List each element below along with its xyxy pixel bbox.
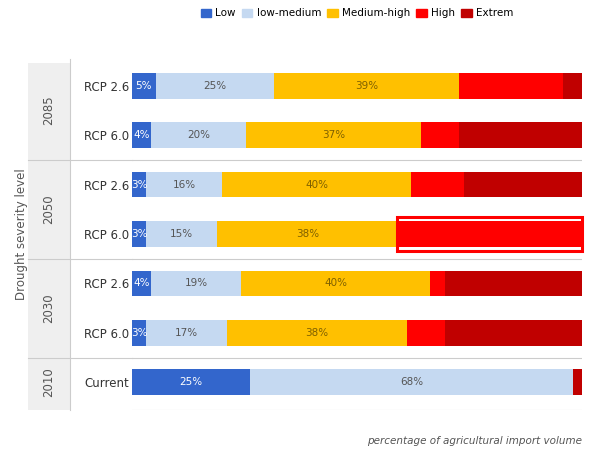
Bar (151, 270, 241, 296)
Bar (274, 73, 459, 99)
Bar (397, 221, 600, 247)
Text: 20%: 20% (187, 130, 210, 140)
Text: 38%: 38% (296, 229, 319, 239)
Y-axis label: Drought severity level: Drought severity level (16, 168, 28, 300)
Bar (132, 320, 146, 346)
Bar (464, 172, 600, 198)
Bar (250, 369, 572, 395)
Text: 39%: 39% (355, 81, 378, 91)
Bar (407, 320, 445, 346)
Bar (459, 122, 600, 148)
Text: 3%: 3% (131, 180, 148, 189)
Text: 5%: 5% (136, 81, 152, 91)
Text: 40%: 40% (324, 279, 347, 288)
Bar (445, 320, 600, 346)
Bar (132, 172, 146, 198)
Text: 3%: 3% (131, 328, 148, 338)
Text: 2010: 2010 (43, 368, 56, 397)
Bar (459, 73, 563, 99)
Text: 68%: 68% (400, 377, 423, 387)
Text: percentage of agricultural import volume: percentage of agricultural import volume (367, 436, 582, 446)
Bar (421, 122, 459, 148)
Bar (132, 369, 250, 395)
Text: 3%: 3% (131, 229, 148, 239)
Text: 37%: 37% (322, 130, 345, 140)
Bar (222, 172, 412, 198)
Text: 4%: 4% (133, 130, 150, 140)
Bar (146, 221, 217, 247)
Bar (430, 270, 445, 296)
Bar (155, 73, 274, 99)
Legend: Low, low-medium, Medium-high, High, Extrem: Low, low-medium, Medium-high, High, Extr… (197, 4, 517, 22)
Bar (412, 172, 464, 198)
Text: 16%: 16% (173, 180, 196, 189)
Bar (146, 320, 227, 346)
Text: 38%: 38% (305, 328, 328, 338)
Bar (445, 270, 600, 296)
Text: 4%: 4% (133, 279, 150, 288)
Bar (217, 221, 397, 247)
Bar (132, 270, 151, 296)
Text: 2030: 2030 (43, 293, 56, 323)
Bar (563, 73, 600, 99)
Bar (241, 270, 430, 296)
Text: 19%: 19% (184, 279, 208, 288)
Bar (245, 122, 421, 148)
Text: 40%: 40% (305, 180, 328, 189)
Text: 2085: 2085 (43, 95, 56, 125)
Bar (151, 122, 245, 148)
Bar (227, 320, 407, 346)
Text: 17%: 17% (175, 328, 198, 338)
Bar (28, 63, 70, 410)
Bar (132, 221, 146, 247)
Bar (132, 122, 151, 148)
Text: 15%: 15% (170, 229, 193, 239)
Text: 25%: 25% (179, 377, 203, 387)
Text: 25%: 25% (203, 81, 226, 91)
Bar (397, 217, 582, 251)
Bar (146, 172, 222, 198)
Text: 2050: 2050 (43, 194, 56, 224)
Bar (132, 73, 155, 99)
Bar (572, 369, 600, 395)
